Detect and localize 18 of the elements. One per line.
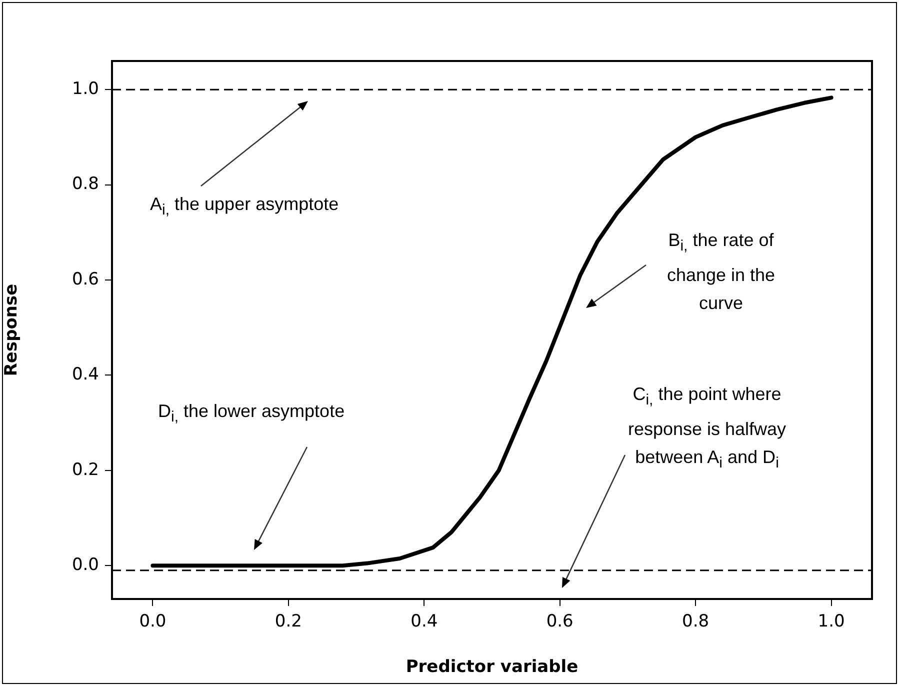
x-tick-label: 0.0 — [139, 612, 166, 632]
y-tick-label: 0.2 — [72, 460, 99, 480]
y-axis-title: Response — [2, 284, 22, 376]
y-tick-label: 0.4 — [72, 364, 99, 385]
annotation: B$_{i,}$ the rate of change in the curve — [666, 229, 776, 315]
y-tick-label: 0.8 — [72, 174, 99, 194]
y-tick-label: 1.0 — [72, 78, 99, 99]
y-tick-label: 0.0 — [72, 555, 99, 576]
annotation: C$_{i,}$ the point where response is halfway between A$_{i}$ and D$_{i}$ — [626, 383, 788, 474]
x-tick-label: 0.2 — [274, 612, 302, 632]
x-tick-label: 1.0 — [818, 612, 845, 632]
x-tick-label: 0.4 — [410, 612, 438, 632]
x-axis-title: Predictor variable — [406, 657, 578, 678]
y-tick-label: 0.6 — [72, 269, 99, 290]
x-tick-label: 0.8 — [682, 612, 710, 632]
x-tick-label: 0.6 — [546, 612, 574, 632]
annotation: A$_{i,}$ the upper asymptote — [150, 193, 340, 221]
annotation: D$_{i,}$ the lower asymptote — [158, 400, 346, 428]
